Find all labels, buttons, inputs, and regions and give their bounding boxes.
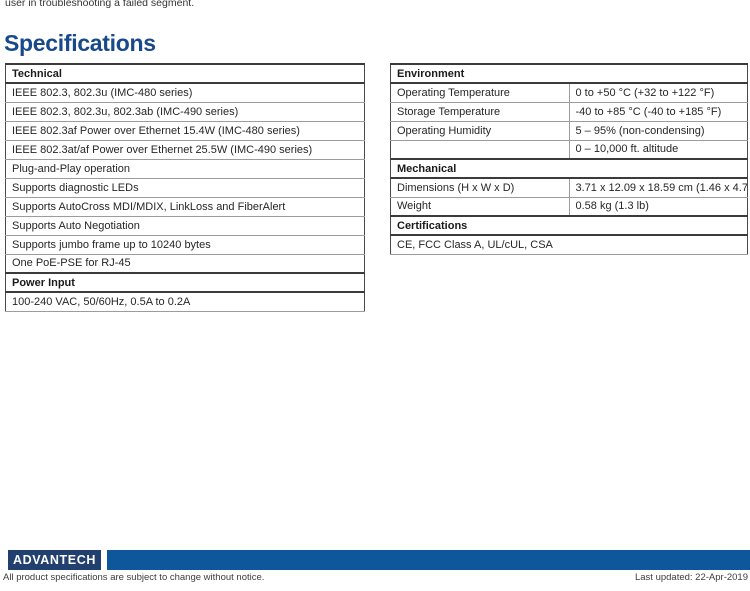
spec-cell: Supports Auto Negotiation (5, 215, 365, 236)
spec-cell: IEEE 802.3, 802.3u (IMC-480 series) (5, 82, 365, 103)
table-row: Operating Temperature 0 to +50 °C (+32 t… (390, 82, 748, 103)
spec-label: Storage Temperature (390, 101, 570, 122)
footer-brand-bar: ADVANTECH (0, 550, 750, 570)
section-header-technical: Technical (5, 63, 365, 84)
environment-table: Environment Operating Temperature 0 to +… (390, 63, 748, 255)
spec-value: -40 to +85 °C (-40 to +185 °F) (569, 101, 748, 122)
table-row: Operating Humidity 5 – 95% (non-condensi… (390, 120, 748, 141)
technical-table-container: Technical IEEE 802.3, 802.3u (IMC-480 se… (5, 63, 365, 312)
spec-cell: Supports jumbo frame up to 10240 bytes (5, 234, 365, 255)
footer-last-updated: Last updated: 22-Apr-2019 (634, 572, 748, 583)
spec-cell: CE, FCC Class A, UL/cUL, CSA (390, 234, 748, 255)
table-row: Dimensions (H x W x D) 3.71 x 12.09 x 18… (390, 177, 748, 198)
table-row: 0 – 10,000 ft. altitude (390, 139, 748, 160)
table-row: Weight 0.58 kg (1.3 lb) (390, 196, 748, 217)
table-row: IEEE 802.3, 802.3u (IMC-480 series) (5, 82, 365, 103)
page-title: Specifications (4, 30, 156, 56)
section-header-label: Environment (390, 63, 748, 84)
table-row: Supports AutoCross MDI/MDIX, LinkLoss an… (5, 196, 365, 217)
table-row: IEEE 802.3, 802.3u, 802.3ab (IMC-490 ser… (5, 101, 365, 122)
table-row: Supports diagnostic LEDs (5, 177, 365, 198)
section-header-label: Mechanical (390, 158, 748, 179)
table-row: IEEE 802.3af Power over Ethernet 15.4W (… (5, 120, 365, 141)
section-header-label: Technical (5, 63, 365, 84)
spec-cell: IEEE 802.3at/af Power over Ethernet 25.5… (5, 139, 365, 160)
table-row: Supports jumbo frame up to 10240 bytes (5, 234, 365, 255)
spec-label: Dimensions (H x W x D) (390, 177, 570, 198)
advantech-logo: ADVANTECH (8, 550, 101, 570)
footer-disclaimer: All product specifications are subject t… (3, 572, 265, 583)
spec-label (390, 139, 570, 160)
spec-cell: IEEE 802.3af Power over Ethernet 15.4W (… (5, 120, 365, 141)
spec-label: Operating Humidity (390, 120, 570, 141)
paragraph-fragment: user in troubleshooting a failed segment… (5, 0, 195, 9)
spec-cell: IEEE 802.3, 802.3u, 802.3ab (IMC-490 ser… (5, 101, 365, 122)
technical-table: Technical IEEE 802.3, 802.3u (IMC-480 se… (5, 63, 365, 312)
spec-value: 0 to +50 °C (+32 to +122 °F) (569, 82, 748, 103)
section-header-mechanical: Mechanical (390, 158, 748, 179)
specifications-tables: Technical IEEE 802.3, 802.3u (IMC-480 se… (5, 63, 748, 312)
section-header-certifications: Certifications (390, 215, 748, 236)
table-row: Plug-and-Play operation (5, 158, 365, 179)
section-header-label: Certifications (390, 215, 748, 236)
spec-cell: Plug-and-Play operation (5, 158, 365, 179)
table-row: CE, FCC Class A, UL/cUL, CSA (390, 234, 748, 255)
footer-text-row: All product specifications are subject t… (3, 572, 748, 583)
footer-accent-bar (107, 550, 750, 570)
spec-label: Weight (390, 196, 570, 217)
section-header-power-input: Power Input (5, 272, 365, 293)
spec-cell: Supports AutoCross MDI/MDIX, LinkLoss an… (5, 196, 365, 217)
table-row: Storage Temperature -40 to +85 °C (-40 t… (390, 101, 748, 122)
spec-cell: 100-240 VAC, 50/60Hz, 0.5A to 0.2A (5, 291, 365, 312)
environment-table-container: Environment Operating Temperature 0 to +… (390, 63, 748, 255)
table-row: IEEE 802.3at/af Power over Ethernet 25.5… (5, 139, 365, 160)
logo-bar-gap (101, 550, 107, 570)
spec-value: 5 – 95% (non-condensing) (569, 120, 748, 141)
table-row: Supports Auto Negotiation (5, 215, 365, 236)
spec-label: Operating Temperature (390, 82, 570, 103)
spec-value: 0 – 10,000 ft. altitude (569, 139, 748, 160)
section-header-label: Power Input (5, 272, 365, 293)
spec-cell: One PoE-PSE for RJ-45 (5, 253, 365, 274)
spec-cell: Supports diagnostic LEDs (5, 177, 365, 198)
table-row: One PoE-PSE for RJ-45 (5, 253, 365, 274)
spec-value: 3.71 x 12.09 x 18.59 cm (1.46 x 4.76 x 7… (569, 177, 748, 198)
spec-value: 0.58 kg (1.3 lb) (569, 196, 748, 217)
section-header-environment: Environment (390, 63, 748, 84)
table-row: 100-240 VAC, 50/60Hz, 0.5A to 0.2A (5, 291, 365, 312)
